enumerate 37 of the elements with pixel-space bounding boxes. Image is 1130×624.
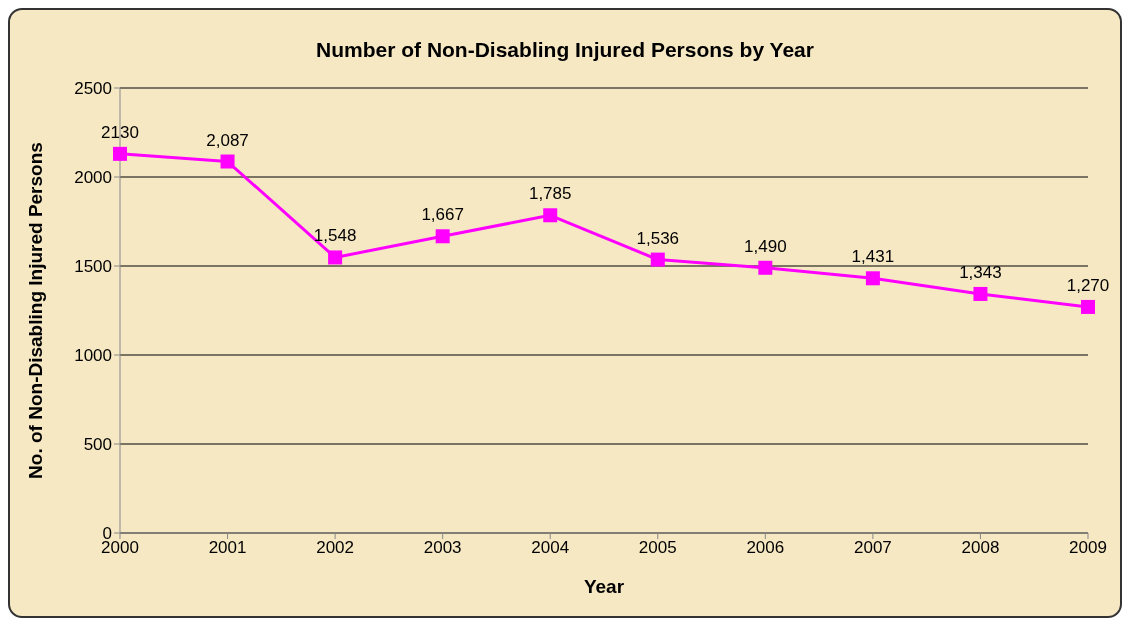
x-tick-label: 2001 (208, 538, 247, 558)
data-label: 1,270 (1066, 275, 1110, 295)
y-tick-label: 1000 (74, 346, 112, 366)
data-label: 1,343 (959, 262, 1002, 282)
data-label: 1,785 (528, 184, 572, 204)
point (1081, 299, 1095, 314)
data-label: 1,667 (421, 205, 464, 225)
data-label: 2130 (101, 122, 139, 142)
y-tick-label: 1500 (74, 257, 112, 277)
point (973, 286, 988, 301)
data-label: 2,087 (206, 130, 249, 150)
point (650, 252, 665, 267)
point (328, 250, 343, 265)
chart-title: Number of Non-Disabling Injured Persons by Year (315, 37, 815, 63)
x-tick-label: 2009 (1069, 538, 1107, 558)
y-tick-label: 2000 (74, 168, 112, 188)
x-tick-label: 2008 (961, 538, 1000, 558)
point (113, 146, 127, 161)
data-label: 1,548 (313, 226, 357, 246)
y-tick-label: 500 (83, 435, 112, 455)
x-axis-title: Year (583, 576, 625, 597)
x-tick-label: 2007 (853, 538, 892, 558)
data-label: 1,490 (744, 236, 787, 256)
x-tick-label: 2006 (746, 538, 785, 558)
point (543, 208, 558, 223)
point (220, 154, 235, 169)
y-axis-title: No. of Non-Disabling Injured Persons (24, 142, 46, 479)
point (435, 229, 450, 244)
y-tick-label: 2500 (74, 79, 112, 99)
data-label: 1,536 (636, 228, 680, 248)
x-tick-label: 2005 (638, 538, 677, 558)
point (758, 260, 773, 275)
point (865, 271, 880, 286)
x-tick-label: 2004 (531, 538, 570, 558)
x-tick-label: 2002 (316, 538, 355, 558)
x-tick-label: 2003 (423, 538, 462, 558)
data-label: 1,431 (851, 247, 895, 267)
